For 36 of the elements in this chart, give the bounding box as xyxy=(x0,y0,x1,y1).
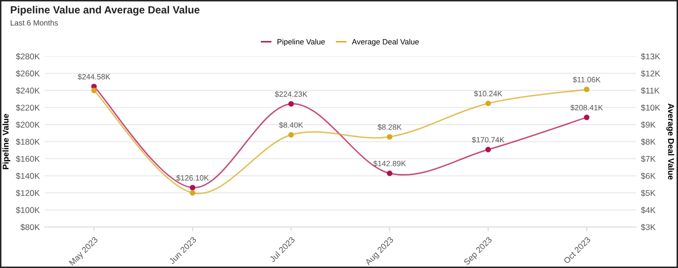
y-tick-label: $180K xyxy=(16,138,40,146)
y-tick-label: $280K xyxy=(16,53,40,60)
y2-tick-label: $11K xyxy=(640,87,660,94)
chart-title: Pipeline Value and Average Deal Value xyxy=(10,6,200,16)
y2-tick-label: $7K xyxy=(640,156,656,162)
y-tick-label: $120K xyxy=(16,190,40,196)
point xyxy=(190,190,196,196)
y-tick-label: $80K xyxy=(20,224,40,231)
y2-tick-label: $10K xyxy=(640,104,660,112)
point xyxy=(288,132,294,138)
point xyxy=(584,86,590,92)
y2-tick-label: $6K xyxy=(640,172,656,180)
y-axis-title: Pipeline Value xyxy=(2,114,10,170)
point xyxy=(91,88,97,94)
y-tick-label: $160K xyxy=(16,156,40,162)
y2-tick-label: $4K xyxy=(640,206,656,214)
y2-tick-label: $12K xyxy=(640,70,660,77)
y-tick-label: $200K xyxy=(16,121,40,128)
y-tick-label: $260K xyxy=(16,70,40,77)
y2-tick-label: $9K xyxy=(640,121,656,128)
point xyxy=(386,170,392,176)
y2-axis-title: Average Deal Value xyxy=(666,104,674,180)
y2-tick-label: $13K xyxy=(640,53,660,60)
y2-tick-label: $3K xyxy=(640,224,656,231)
y-tick-label: $140K xyxy=(16,172,40,180)
point xyxy=(485,100,491,106)
point xyxy=(288,101,294,107)
y2-tick-label: $8K xyxy=(640,138,656,146)
y-tick-label: $220K xyxy=(16,104,40,112)
point xyxy=(485,146,491,152)
y-tick-label: $100K xyxy=(16,206,40,214)
y2-tick-label: $5K xyxy=(640,190,656,196)
point xyxy=(386,134,392,140)
point xyxy=(584,114,590,120)
y-tick-label: $240K xyxy=(16,87,40,94)
point xyxy=(190,184,196,190)
